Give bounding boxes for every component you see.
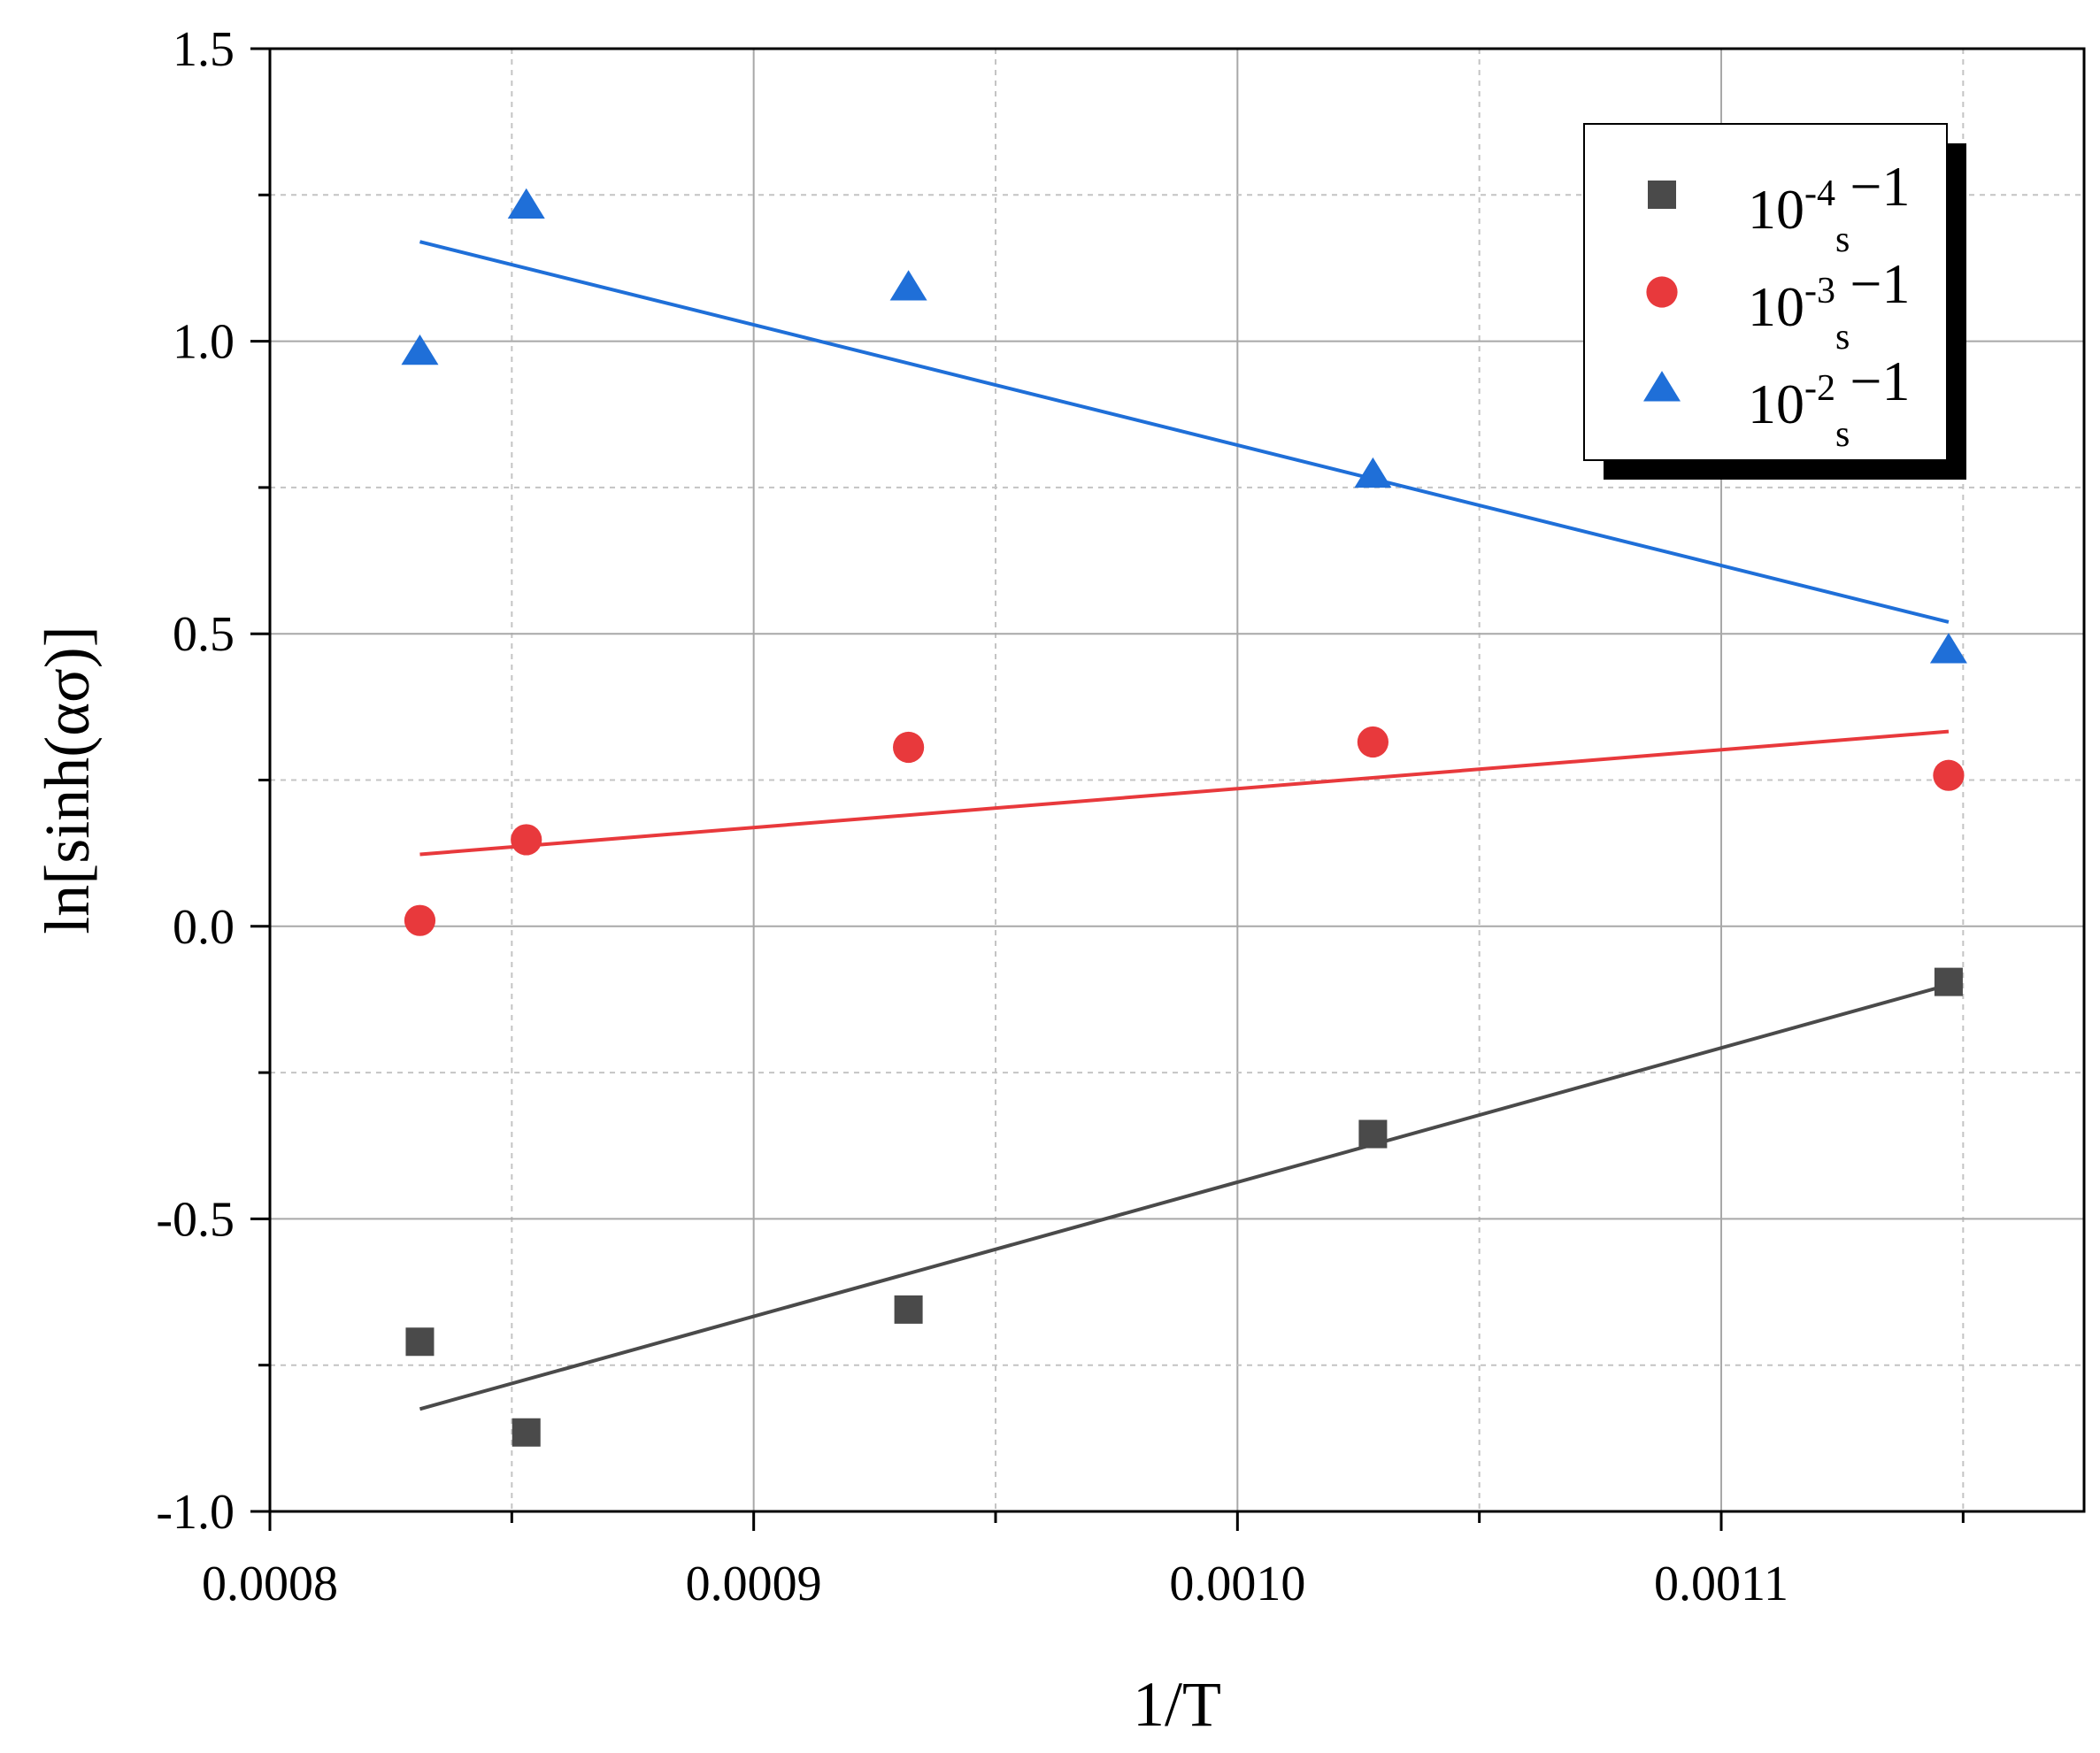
fit-line-circle	[419, 729, 1950, 857]
legend: 10-4s−110-3s−110-2s−1	[1583, 123, 1966, 480]
data-point-triangle	[1929, 633, 1967, 664]
data-point-triangle	[507, 188, 545, 219]
legend-label: 10-3s−1	[1748, 252, 1910, 358]
legend-label-part: 10	[1748, 275, 1804, 338]
legend-label-part: −1	[1850, 350, 1910, 412]
data-point-circle	[893, 731, 925, 764]
y-tick-label: -0.5	[156, 1192, 235, 1247]
legend-label-part: s	[1835, 219, 1850, 260]
data-point-triangle	[1354, 457, 1392, 488]
data-point-triangle	[401, 334, 439, 365]
legend-label-part: −1	[1850, 252, 1910, 315]
legend-label-part: -4	[1804, 173, 1835, 214]
legend-marker-square	[1648, 181, 1676, 209]
y-tick-label: 0.0	[173, 900, 235, 955]
data-point-circle	[404, 904, 436, 936]
data-point-triangle	[889, 270, 927, 301]
fit-line-triangle	[419, 240, 1950, 624]
data-point-circle	[511, 824, 542, 856]
y-axis-title: ln[sinh(ασ)]	[32, 626, 103, 934]
legend-label-part: 10	[1748, 373, 1804, 435]
data-point-square	[405, 1327, 435, 1357]
axis-ticks	[250, 47, 1965, 1531]
legend-label-part: −1	[1850, 155, 1910, 218]
data-point-square	[894, 1295, 923, 1324]
data-point-circle	[1357, 726, 1388, 758]
legend-label: 10-2s−1	[1748, 350, 1910, 455]
data-points	[401, 188, 1967, 1447]
legend-label-part: 10	[1748, 178, 1804, 241]
y-tick-label: -1.0	[156, 1485, 235, 1540]
legend-box	[1583, 123, 1948, 461]
data-point-square	[1934, 967, 1963, 996]
legend-label-part: -3	[1804, 271, 1835, 311]
tick-labels: 0.0008 0.0009 0.0010 0.0011 -1.0 -0.5 0.0 0.5 1.…	[156, 22, 1788, 1611]
x-tick-label: 0.0008	[202, 1557, 338, 1611]
data-point-square	[1358, 1119, 1388, 1149]
x-tick-label: 0.0009	[686, 1557, 822, 1611]
legend-label-part: s	[1835, 414, 1850, 455]
legend-marker-triangle	[1643, 371, 1681, 402]
legend-label: 10-4s−1	[1748, 155, 1910, 260]
legend-marker-circle	[1646, 276, 1678, 308]
legend-label-part: -2	[1804, 368, 1835, 409]
y-tick-label: 0.5	[173, 607, 235, 662]
x-tick-label: 0.0011	[1654, 1557, 1788, 1611]
x-tick-label: 0.0010	[1169, 1557, 1305, 1611]
data-point-square	[512, 1418, 541, 1447]
fit-lines	[419, 240, 1950, 1411]
data-point-circle	[1933, 759, 1965, 791]
legend-label-part: s	[1835, 317, 1850, 358]
y-tick-label: 1.5	[173, 22, 235, 77]
x-axis-title: 1/T	[1133, 1669, 1221, 1740]
y-tick-label: 1.0	[173, 315, 235, 370]
fit-line-square	[419, 982, 1950, 1411]
